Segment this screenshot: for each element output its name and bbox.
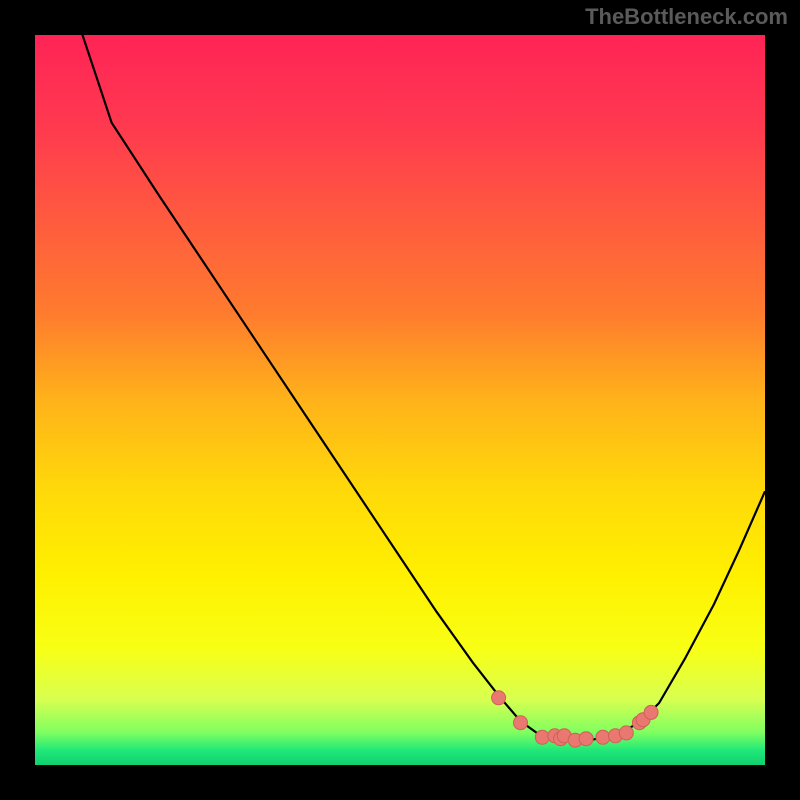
chart-marker	[492, 691, 506, 705]
chart-svg	[35, 35, 765, 765]
chart-marker	[535, 730, 549, 744]
chart-marker	[619, 726, 633, 740]
chart-marker	[644, 705, 658, 719]
chart-background-gradient	[35, 35, 765, 765]
watermark-text: TheBottleneck.com	[585, 4, 788, 30]
chart-marker	[514, 716, 528, 730]
chart-plot-area	[35, 35, 765, 765]
chart-marker	[596, 730, 610, 744]
chart-marker	[579, 732, 593, 746]
